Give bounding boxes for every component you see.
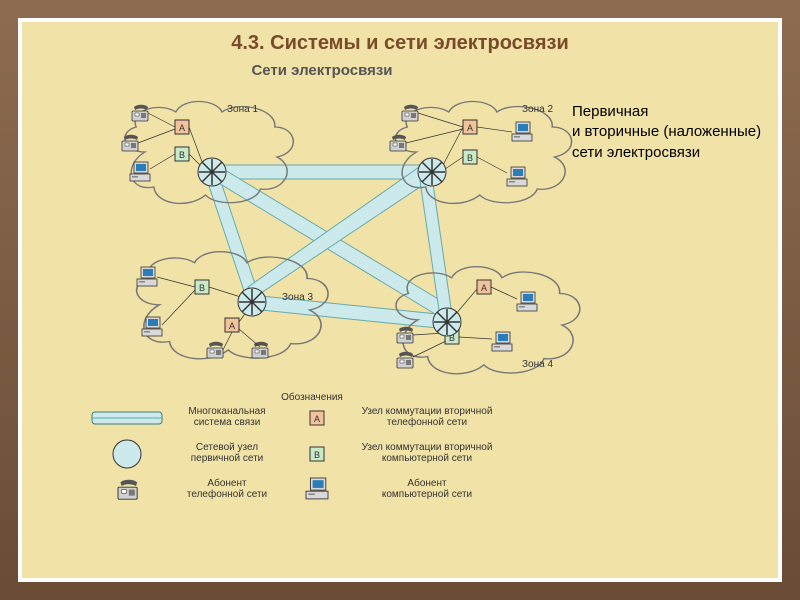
side-description: Первичнаяи вторичные (наложенные) сети э… (572, 102, 762, 163)
svg-text:Абоненттелефонной сети: Абоненттелефонной сети (187, 477, 267, 500)
legend-title: Обозначения (281, 391, 343, 403)
outer-frame: 4.3. Системы и сети электросвязи Сети эл… (0, 0, 800, 600)
svg-text:Многоканальнаясистема связи: Многоканальнаясистема связи (188, 406, 265, 428)
svg-text:Абоненткомпьютерной сети: Абоненткомпьютерной сети (382, 477, 472, 500)
svg-text:Узел коммутации вторичнойкомпь: Узел коммутации вторичнойкомпьютерной се… (362, 442, 493, 464)
network-diagram: А В Зона 1 (52, 77, 592, 577)
svg-text:Узел коммутации вторичнойтелеф: Узел коммутации вторичнойтелефонной сети (362, 406, 493, 428)
page-title: 4.3. Системы и сети электросвязи (22, 32, 778, 55)
zone-4-label: Зона 4 (522, 359, 553, 370)
svg-text:Сетевой узелпервичной сети: Сетевой узелпервичной сети (191, 442, 264, 464)
zone-2: Зона 2 (390, 101, 572, 203)
legend: Обозначения Многоканальнаясистема связи … (92, 391, 492, 500)
zone-3-label: Зона 3 (282, 292, 313, 303)
zone-1-label: Зона 1 (227, 104, 258, 115)
zone-2-label: Зона 2 (522, 104, 553, 115)
zone-1: Зона 1 (122, 101, 293, 203)
mid-frame: 4.3. Системы и сети электросвязи Сети эл… (18, 18, 782, 582)
diagram-canvas: 4.3. Системы и сети электросвязи Сети эл… (22, 22, 778, 578)
